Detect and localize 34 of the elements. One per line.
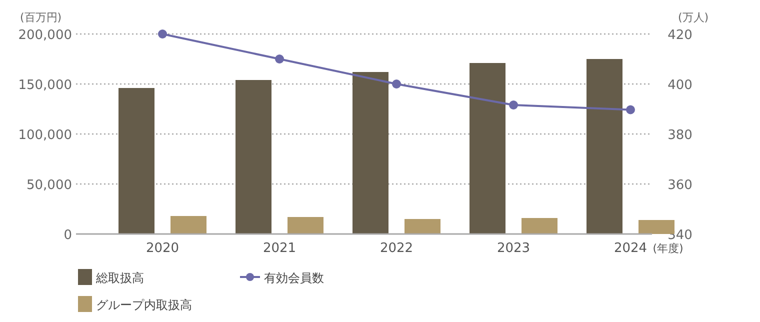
- y-tick-label: 150,000: [18, 78, 72, 93]
- bar: [586, 59, 622, 234]
- x-axis-title: (年度): [652, 242, 684, 255]
- bar: [288, 217, 324, 234]
- bar: [352, 72, 388, 234]
- point: [626, 105, 635, 114]
- bar: [118, 88, 154, 234]
- y2-tick-label: 400: [668, 78, 692, 93]
- x-tick-label: 2024: [614, 241, 648, 256]
- y-tick-label: 50,000: [26, 178, 72, 193]
- x-tick-label: 2023: [496, 241, 530, 256]
- legend-label: グループ内取扱高: [96, 298, 192, 312]
- y2-tick-label: 380: [668, 128, 692, 143]
- y-tick-label: 100,000: [18, 128, 72, 143]
- x-tick-label: 2021: [262, 241, 296, 256]
- y2-axis-title: (万人): [678, 11, 709, 24]
- y-axis-title: (百万円): [20, 11, 62, 24]
- point: [509, 100, 518, 110]
- y2-tick-label: 420: [668, 28, 692, 43]
- x-tick-label: 2022: [380, 241, 414, 256]
- point: [275, 54, 284, 64]
- bar: [236, 80, 272, 234]
- point: [158, 30, 167, 38]
- bar: [470, 63, 506, 234]
- point: [392, 80, 401, 88]
- bar: [170, 216, 206, 234]
- y2-tick-label: 360: [668, 178, 692, 193]
- legend-label: 有効会員数: [264, 271, 324, 285]
- legend-label: 総取扱高: [95, 271, 144, 285]
- y-tick-label: 200,000: [18, 28, 72, 43]
- bar: [404, 219, 440, 234]
- bar: [522, 218, 558, 234]
- x-tick-label: 2020: [146, 241, 180, 256]
- y-tick-label: 0: [64, 228, 72, 243]
